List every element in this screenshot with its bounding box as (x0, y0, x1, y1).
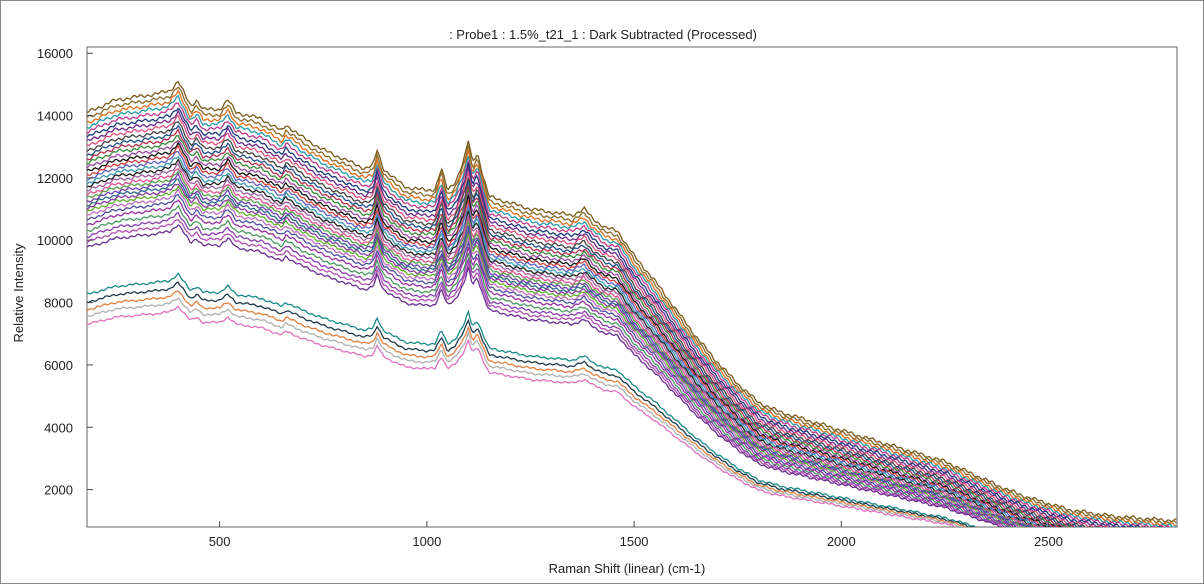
x-axis-ticks: 500 1000 1500 2000 2500 (209, 521, 1063, 549)
y-tick-label: 2000 (44, 483, 73, 498)
spectrum-line-s1 (87, 80, 1177, 523)
spectrum-line-s31 (87, 219, 1007, 527)
spectrum-line-s14 (87, 141, 1062, 527)
x-tick-label: 1000 (412, 534, 441, 549)
spectrum-line-s11 (87, 128, 1079, 527)
spectrum-line-s19 (87, 162, 1045, 527)
spectrum-line-s33 (87, 272, 982, 527)
y-tick-label: 14000 (37, 109, 73, 124)
spectrum-line-s35 (87, 290, 971, 527)
x-tick-label: 1500 (620, 534, 649, 549)
y-tick-label: 10000 (37, 233, 73, 248)
spectrum-line-s36 (87, 297, 964, 527)
y-axis-ticks: 2000 4000 6000 8000 10000 12000 14000 16000 (37, 46, 93, 498)
series-layer (87, 80, 1177, 527)
spectrum-line-s3 (87, 89, 1177, 527)
spectrum-line-s26 (87, 188, 1023, 527)
spectrum-line-s12 (87, 134, 1072, 527)
y-tick-label: 12000 (37, 171, 73, 186)
spectrum-line-s34 (87, 281, 974, 527)
spectrum-line-s7 (87, 109, 1137, 527)
spectrum-line-s8 (87, 114, 1108, 527)
spectrum-line-s32 (87, 224, 1005, 527)
y-tick-label: 16000 (37, 46, 73, 61)
spectrum-line-s37 (87, 305, 960, 527)
spectrum-line-s18 (87, 158, 1047, 527)
y-axis-title: Relative Intensity (11, 243, 26, 342)
spectrum-line-s2 (87, 86, 1177, 526)
spectrum-line-s5 (87, 102, 1175, 527)
x-axis-title: Raman Shift (linear) (cm-1) (549, 561, 706, 576)
spectrum-line-s27 (87, 193, 1021, 527)
spectrum-line-s6 (87, 107, 1161, 527)
x-tick-label: 500 (209, 534, 231, 549)
x-tick-label: 2000 (827, 534, 856, 549)
x-tick-label: 2500 (1034, 534, 1063, 549)
chart-title: : Probe1 : 1.5%_t21_1 : Dark Subtracted … (449, 27, 757, 42)
spectrum-line-s13 (87, 139, 1064, 527)
spectrum-line-s25 (87, 185, 1026, 527)
spectrum-line-s22 (87, 172, 1033, 527)
spectrum-line-s30 (87, 211, 1009, 527)
plot-area: 500 1000 1500 2000 2500 2000 4000 6000 8000 1000… (37, 46, 1178, 549)
spectrum-line-s15 (87, 144, 1060, 527)
y-tick-label: 4000 (44, 420, 73, 435)
spectrum-line-s4 (87, 94, 1177, 527)
y-tick-label: 6000 (44, 358, 73, 373)
y-tick-label: 8000 (44, 296, 73, 311)
